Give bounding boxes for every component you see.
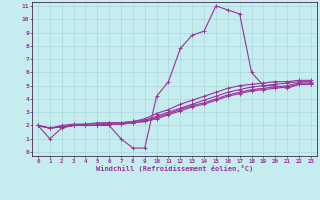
X-axis label: Windchill (Refroidissement éolien,°C): Windchill (Refroidissement éolien,°C) [96, 165, 253, 172]
